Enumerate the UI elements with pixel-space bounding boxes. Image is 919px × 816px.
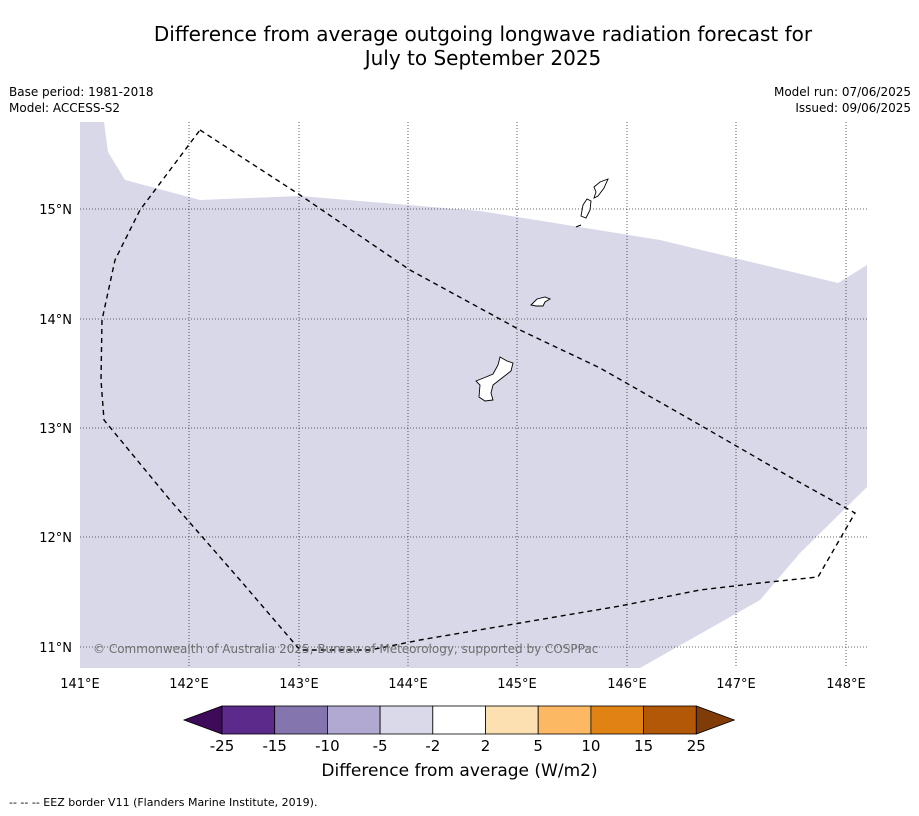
lon-label: 148°E [826,677,866,692]
lat-label: 15°N [39,203,72,218]
title-line-2: July to September 2025 [364,46,602,70]
saipan-island [593,178,609,199]
colorbar-segment [379,705,434,735]
lon-label: 142°E [169,677,209,692]
colorbar-segment [432,705,486,735]
model-name: Model: ACCESS-S2 [9,101,121,115]
meta-left: Base period: 1981-2018 Model: ACCESS-S2 [9,84,154,116]
colorbar-tick-label: -2 [425,737,440,755]
lon-label: 143°E [279,677,319,692]
colorbar-tick-label: 5 [533,737,543,755]
colorbar-segment [590,705,645,735]
colorbar-title: Difference from average (W/m2) [321,761,598,781]
colorbar-segment [537,705,592,735]
lon-label: 147°E [716,677,756,692]
colorbar-tick-label: 25 [687,737,706,755]
colorbar: -25 -15 -10 -5 -2 2 5 10 15 25 [182,705,736,755]
lat-label: 13°N [39,422,72,437]
rota-island [530,296,552,307]
colorbar-tick-label: 10 [581,737,600,755]
colorbar-tick-label: -25 [210,737,235,755]
colorbar-tick-label: -10 [315,737,340,755]
model-run: Model run: 07/06/2025 [773,85,911,99]
lon-labels: 141°E 142°E 143°E 144°E 145°E 146°E 147°… [60,677,866,692]
colorbar-tick-label: 2 [481,737,491,755]
gridlines [80,122,867,668]
copyright-text: © Commonwealth of Australia 2025, Bureau… [93,642,598,656]
aguijan-island [575,224,582,228]
colorbar-segment [485,705,539,735]
shaded-region [80,122,867,668]
title-line-1: Difference from average outgoing longwav… [153,22,813,46]
lon-label: 141°E [60,677,100,692]
meta-right: Model run: 07/06/2025 Issued: 09/06/2025 [774,84,911,116]
lat-label: 12°N [39,531,72,546]
colorbar-extend-low [182,705,223,735]
lat-label: 14°N [39,313,72,328]
colorbar-extend-high [695,705,736,735]
issued-date: Issued: 09/06/2025 [795,101,911,115]
colorbar-segment [274,705,328,735]
colorbar-segments [182,705,736,735]
base-period: Base period: 1981-2018 [9,85,154,99]
tinian-island [580,198,592,219]
footnote: -- -- -- EEZ border V11 (Flanders Marine… [9,796,318,809]
lon-label: 145°E [497,677,537,692]
colorbar-tick-label: -15 [262,737,287,755]
lon-label: 144°E [388,677,428,692]
colorbar-segment [326,705,381,735]
lon-label: 146°E [607,677,647,692]
lat-labels: 15°N 14°N 13°N 12°N 11°N [39,203,72,656]
guam-island [475,356,514,402]
lat-label: 11°N [39,641,72,656]
colorbar-segment [221,705,276,735]
map: © Commonwealth of Australia 2025, Bureau… [39,122,867,692]
colorbar-tick-label: -5 [373,737,388,755]
eez-border [100,129,856,651]
colorbar-segment [643,705,697,735]
colorbar-tick-label: 15 [634,737,653,755]
colorbar-tick-labels: -25 -15 -10 -5 -2 2 5 10 15 25 [210,737,706,755]
map-title: Difference from average outgoing longwav… [0,22,919,70]
